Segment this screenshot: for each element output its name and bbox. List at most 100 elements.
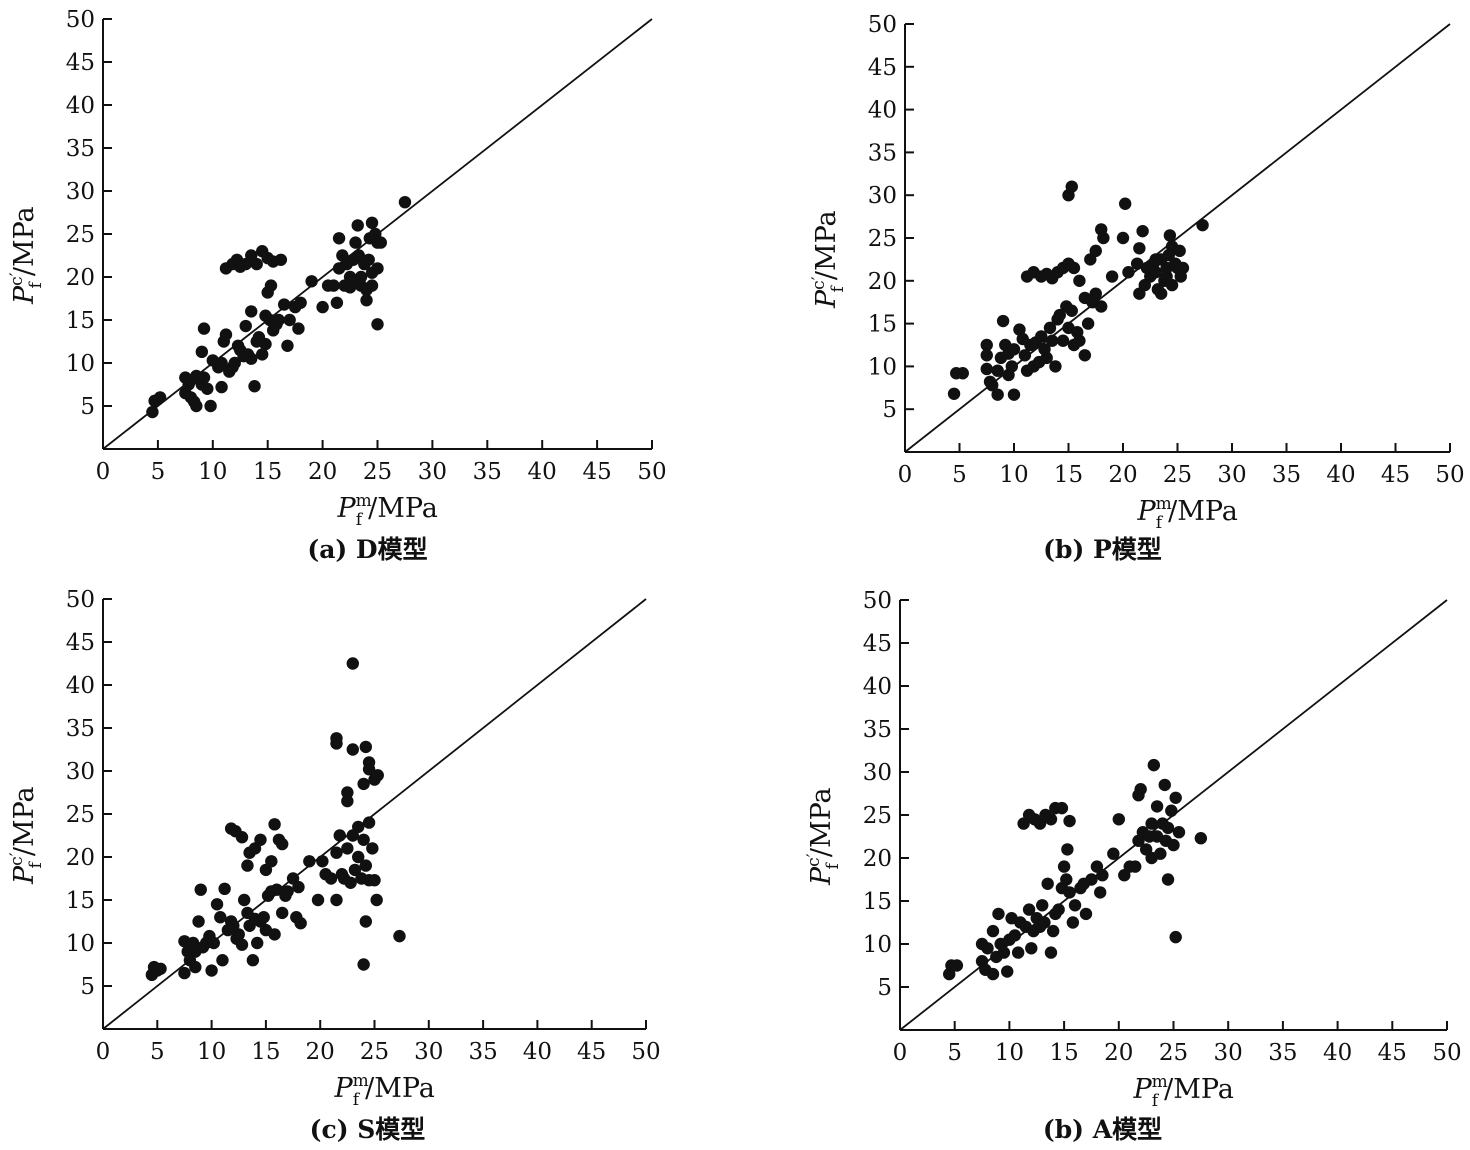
y-tick-label: 25 (868, 226, 897, 252)
y-axis-label-sub: f (26, 280, 46, 288)
x-tick-label: 35 (468, 1039, 497, 1065)
x-tick-label: 10 (995, 1040, 1024, 1066)
data-point (1061, 843, 1074, 856)
data-point (981, 942, 994, 955)
data-point (239, 319, 252, 333)
data-point (1173, 244, 1186, 258)
y-tick-label: 30 (66, 759, 95, 785)
data-point (330, 732, 343, 745)
x-tick-label: 30 (418, 459, 447, 485)
data-point (1089, 244, 1102, 258)
data-point (1008, 929, 1022, 942)
data-point (1063, 886, 1076, 899)
x-tick-label: 45 (577, 1039, 606, 1065)
x-tick-label: 35 (1268, 1040, 1297, 1066)
data-point (1118, 197, 1132, 210)
data-point (1150, 800, 1164, 813)
y-tick-label: 45 (868, 55, 897, 81)
scatter-chart: 0 5 10 15 20 25 30 35 40 45 50 5 10 15 20 25 30 35 40 45 50 P… (7, 7, 667, 530)
x-tick-label: 45 (582, 459, 611, 485)
x-tick-label: 40 (523, 1039, 552, 1065)
x-axis-label-symbol: P (334, 1073, 354, 1104)
x-tick-label: 0 (893, 1040, 908, 1066)
data-point (330, 893, 343, 907)
data-point (359, 915, 373, 928)
data-point (259, 337, 272, 351)
y-tick-label: 35 (868, 140, 897, 166)
x-tick-label: 50 (631, 1039, 660, 1065)
data-point (1078, 349, 1092, 362)
data-point (341, 794, 354, 808)
data-point (352, 850, 365, 864)
data-point (1107, 847, 1120, 860)
data-point (251, 936, 264, 950)
x-axis-label-sub: f (356, 510, 364, 530)
data-point (197, 371, 211, 384)
panel-c: 0 5 10 15 20 25 30 35 40 45 50 5 10 15 20 25 30 35 40 45 50 P… (0, 575, 735, 1150)
data-point (197, 322, 211, 335)
x-axis-label-sup: m (1156, 494, 1172, 514)
data-point (357, 833, 370, 846)
y-tick-label: 40 (66, 93, 95, 119)
data-point (235, 938, 249, 951)
data-point (374, 236, 387, 249)
data-point (248, 380, 261, 393)
data-point (1194, 832, 1208, 845)
y-axis-label-symbol: P (811, 289, 842, 309)
data-point (250, 257, 263, 271)
y-axis-label-sub: f (26, 860, 46, 868)
y-axis-label-group: Pc′f/MPa (7, 206, 46, 305)
data-point (1073, 334, 1086, 347)
y-axis-label-group: Pc′f/MPa (804, 787, 843, 886)
data-point (1022, 903, 1036, 916)
reference-line (102, 598, 647, 1030)
data-point (1096, 869, 1109, 882)
y-tick-label: 20 (66, 845, 95, 871)
data-point (294, 296, 307, 309)
panel-caption: (b) P模型 (1043, 535, 1162, 564)
x-tick-label: 20 (308, 459, 337, 485)
data-point (245, 305, 258, 318)
data-point (194, 883, 207, 896)
x-axis-label: Pm f/MPa (1133, 1072, 1234, 1111)
y-tick-label: 45 (863, 631, 892, 657)
data-point (341, 786, 354, 799)
data-point (357, 777, 370, 791)
data-point (1043, 321, 1057, 335)
data-point (956, 367, 969, 380)
x-axis-label-sup: m (1152, 1072, 1168, 1092)
x-tick-label: 15 (253, 459, 282, 485)
data-point (207, 936, 220, 950)
data-point (359, 859, 373, 872)
x-tick-label: 10 (999, 462, 1028, 488)
x-axis-label-unit: /MPa (1168, 496, 1238, 527)
y-axis-label-symbol: P (9, 865, 40, 885)
data-point (264, 279, 278, 292)
data-point (344, 876, 357, 889)
x-tick-label: 20 (306, 1039, 335, 1065)
data-point (1049, 360, 1062, 373)
y-tick-label: 20 (863, 846, 892, 872)
data-point (1056, 334, 1070, 347)
y-axis-label-symbol: P (9, 285, 40, 305)
data-point (270, 883, 283, 896)
data-point (1085, 873, 1098, 886)
data-point (1018, 349, 1032, 362)
x-tick-label: 30 (1217, 462, 1246, 488)
data-point (1078, 291, 1092, 305)
x-tick-label: 5 (151, 459, 166, 485)
x-tick-label: 45 (1381, 462, 1410, 488)
scatter-chart: 0 5 10 15 20 25 30 35 40 45 50 5 10 15 20 25 30 35 40 45 50 P… (804, 588, 1462, 1111)
y-tick-label: 50 (66, 587, 95, 613)
data-point (371, 318, 384, 331)
data-point (991, 388, 1004, 401)
y-tick-label: 20 (868, 269, 897, 295)
data-point (232, 928, 245, 941)
y-tick-label: 30 (66, 179, 95, 205)
data-point (346, 657, 359, 670)
y-tick-label: 10 (863, 932, 892, 958)
data-point (365, 279, 379, 292)
data-point (275, 837, 289, 851)
data-point (210, 898, 224, 911)
data-point (1154, 287, 1168, 300)
